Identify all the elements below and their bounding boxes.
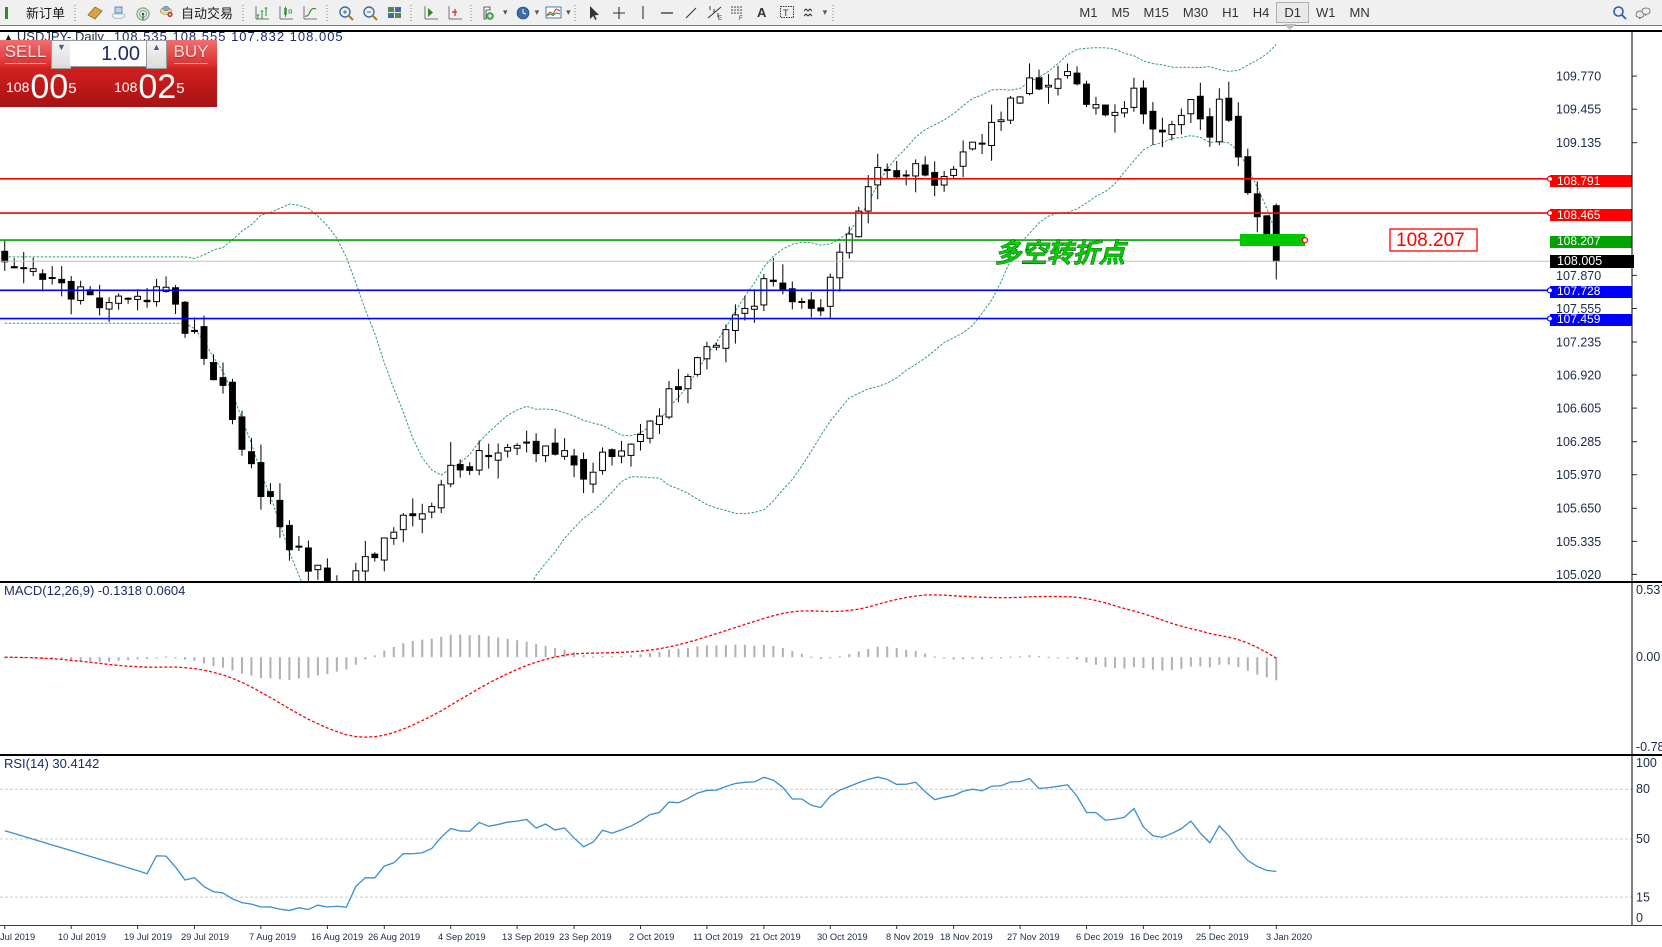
svg-text:Jul 2019: Jul 2019 — [0, 932, 35, 942]
svg-text:16 Aug 2019: 16 Aug 2019 — [311, 932, 363, 942]
svg-text:6 Dec 2019: 6 Dec 2019 — [1076, 932, 1124, 942]
svg-text:107.728: 107.728 — [1557, 284, 1601, 298]
svg-text:19 Jul 2019: 19 Jul 2019 — [124, 932, 172, 942]
svg-text:11 Oct 2019: 11 Oct 2019 — [693, 932, 743, 942]
svg-text:105.335: 105.335 — [1556, 535, 1601, 549]
svg-text:T: T — [783, 8, 789, 18]
svg-text:108.791: 108.791 — [1557, 174, 1601, 188]
svg-text:RSI(14) 30.4142: RSI(14) 30.4142 — [4, 756, 99, 771]
svg-text:26 Aug 2019: 26 Aug 2019 — [368, 932, 420, 942]
svg-text:27 Nov 2019: 27 Nov 2019 — [1007, 932, 1060, 942]
svg-text:MACD(12,26,9) -0.1318 0.0604: MACD(12,26,9) -0.1318 0.0604 — [4, 583, 185, 598]
svg-text:107.235: 107.235 — [1556, 335, 1601, 349]
svg-text:106.920: 106.920 — [1556, 369, 1601, 383]
svg-text:4 Sep 2019: 4 Sep 2019 — [438, 932, 486, 942]
svg-text:100: 100 — [1636, 756, 1657, 770]
svg-text:108.207: 108.207 — [1396, 230, 1465, 251]
svg-text:8 Nov 2019: 8 Nov 2019 — [886, 932, 934, 942]
svg-text:多空转折点: 多空转折点 — [995, 238, 1129, 268]
svg-text:108.465: 108.465 — [1557, 208, 1601, 222]
svg-text:105.970: 105.970 — [1556, 468, 1601, 482]
svg-text:29 Jul 2019: 29 Jul 2019 — [181, 932, 229, 942]
svg-text:106.605: 106.605 — [1556, 402, 1601, 416]
svg-text:15: 15 — [1636, 891, 1650, 905]
svg-text:108.207: 108.207 — [1557, 234, 1601, 248]
svg-text:105.650: 105.650 — [1556, 502, 1601, 516]
svg-text:21 Oct 2019: 21 Oct 2019 — [750, 932, 801, 942]
svg-text:F: F — [739, 16, 743, 21]
svg-text:109.455: 109.455 — [1556, 103, 1601, 117]
svg-text:E: E — [718, 16, 722, 21]
svg-text:109.770: 109.770 — [1556, 70, 1601, 84]
svg-text:106.285: 106.285 — [1556, 435, 1601, 449]
svg-text:A: A — [757, 5, 767, 20]
svg-text:105.020: 105.020 — [1556, 568, 1601, 582]
svg-text:108.005: 108.005 — [1557, 254, 1602, 268]
svg-text:0.00: 0.00 — [1636, 650, 1660, 664]
svg-text:2 Oct 2019: 2 Oct 2019 — [629, 932, 674, 942]
svg-text:107.870: 107.870 — [1556, 269, 1601, 283]
svg-text:16 Dec 2019: 16 Dec 2019 — [1130, 932, 1183, 942]
svg-text:80: 80 — [1636, 782, 1650, 796]
svg-text:0.5377: 0.5377 — [1636, 583, 1662, 597]
svg-text:25 Dec 2019: 25 Dec 2019 — [1196, 932, 1249, 942]
svg-text:-0.7823: -0.7823 — [1636, 740, 1662, 754]
svg-text:109.135: 109.135 — [1556, 136, 1601, 150]
svg-text:23 Sep 2019: 23 Sep 2019 — [559, 932, 612, 942]
svg-text:30 Oct 2019: 30 Oct 2019 — [817, 932, 868, 942]
svg-text:18 Nov 2019: 18 Nov 2019 — [940, 932, 993, 942]
svg-text:0: 0 — [1636, 911, 1643, 925]
svg-text:10 Jul 2019: 10 Jul 2019 — [58, 932, 106, 942]
svg-text:7 Aug 2019: 7 Aug 2019 — [249, 932, 296, 942]
svg-text:3 Jan 2020: 3 Jan 2020 — [1266, 932, 1312, 942]
svg-text:50: 50 — [1636, 832, 1650, 846]
svg-text:13 Sep 2019: 13 Sep 2019 — [502, 932, 555, 942]
svg-text:107.555: 107.555 — [1556, 302, 1601, 316]
